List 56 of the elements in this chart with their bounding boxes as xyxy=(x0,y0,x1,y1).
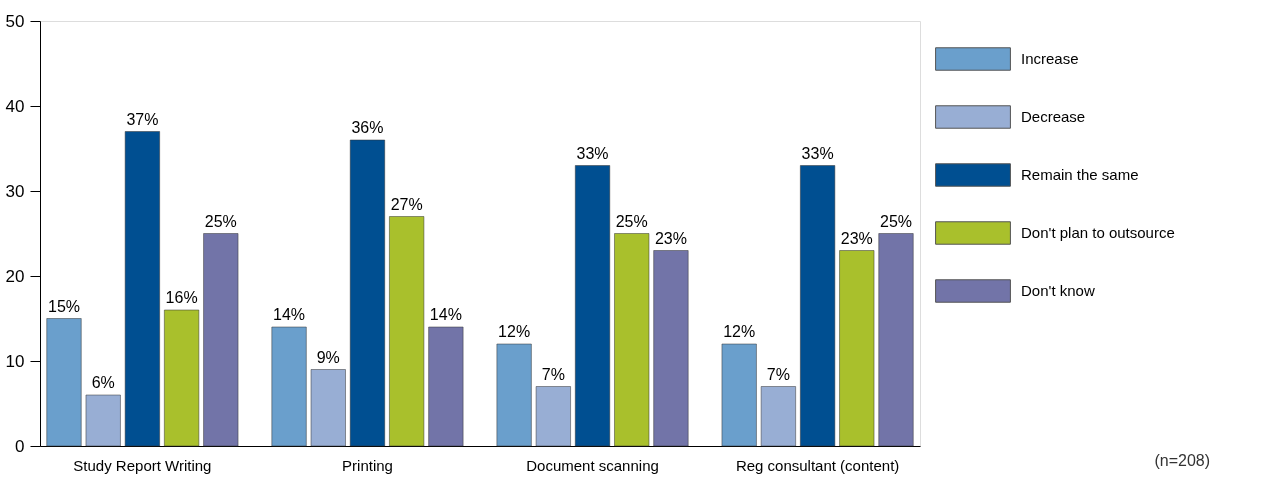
bar xyxy=(203,233,239,447)
text: (n=208) xyxy=(1154,452,1210,469)
data-label: 7% xyxy=(766,365,790,383)
bar xyxy=(653,250,689,447)
bar xyxy=(760,386,796,447)
y-tick-label: 20 xyxy=(5,266,25,286)
legend-label: Decrease xyxy=(1021,108,1086,125)
bar xyxy=(164,309,200,447)
x-tick-label: Printing xyxy=(342,456,393,474)
data-label: 16% xyxy=(165,289,198,306)
bar xyxy=(721,343,757,447)
x-tick-label: Study Report Writing xyxy=(73,456,212,474)
data-label: 33% xyxy=(801,144,834,162)
data-label: 25% xyxy=(615,212,648,230)
data-label: 23% xyxy=(840,229,873,247)
y-tick-label: 40 xyxy=(5,96,25,116)
data-label: 12% xyxy=(723,323,756,340)
y-tick-label: 10 xyxy=(5,351,25,371)
y-tick-label: 0 xyxy=(15,436,25,456)
data-label: 9% xyxy=(316,348,340,366)
x-tick-label: Document scanning xyxy=(526,456,659,474)
legend-label: Don't plan to outsource xyxy=(1021,224,1175,241)
bar xyxy=(349,139,385,447)
bar xyxy=(310,369,346,447)
bar xyxy=(535,386,571,447)
data-label: 37% xyxy=(126,110,159,128)
data-label: 6% xyxy=(91,374,115,391)
bar xyxy=(271,326,307,447)
legend-label: Remain the same xyxy=(1021,166,1139,183)
y-tick-label: 50 xyxy=(5,11,25,31)
data-label: 23% xyxy=(654,229,687,247)
data-label: 25% xyxy=(879,212,913,230)
data-label: 14% xyxy=(273,306,306,323)
bar xyxy=(575,165,611,447)
data-label: 14% xyxy=(429,306,462,323)
bar xyxy=(496,343,532,447)
legend-label: Increase xyxy=(1021,50,1079,67)
data-label: 7% xyxy=(541,365,565,383)
bar xyxy=(878,233,914,447)
y-tick-label: 30 xyxy=(5,181,25,201)
data-label: 33% xyxy=(576,144,609,162)
bar xyxy=(614,233,650,447)
bar xyxy=(85,394,121,447)
data-label: 15% xyxy=(47,297,81,315)
data-label: 36% xyxy=(351,119,384,136)
bar xyxy=(428,326,464,447)
bar xyxy=(389,216,425,447)
legend-label: Don't know xyxy=(1021,282,1095,299)
data-label: 12% xyxy=(498,323,531,340)
bar xyxy=(124,131,160,447)
bar xyxy=(46,318,82,447)
bar xyxy=(839,250,875,447)
bar xyxy=(800,165,836,447)
x-tick-label: Reg consultant (content) xyxy=(735,456,900,474)
data-label: 25% xyxy=(204,212,237,230)
data-label: 27% xyxy=(390,195,423,213)
